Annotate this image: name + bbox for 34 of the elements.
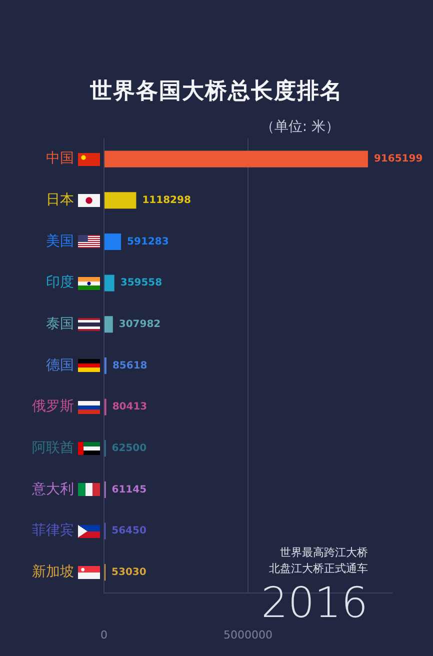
x-tick-label: 0 [100,628,108,642]
data-label: 591283 [127,236,169,248]
data-label: 85618 [112,360,148,372]
data-label: 61145 [112,484,147,496]
annotation: 世界最高跨江大桥 [280,546,368,560]
y-tick-label: 阿联酋 [32,440,74,456]
bar [104,233,122,250]
annotation: 北盘江大桥正式通车 [269,562,368,576]
bar [104,192,136,209]
y-tick-label: 美国 [46,233,74,250]
y-tick-label: 印度 [46,274,74,291]
data-label: 53030 [112,566,146,578]
bar [104,274,114,292]
y-tick-label: 日本 [46,192,74,208]
y-tick-label: 泰国 [46,316,74,332]
chart-title: 世界各国大桥总长度排名 [89,78,344,106]
y-tick-label: 中国 [46,150,74,167]
x-tick-label: 5000000 [224,628,272,642]
chart-subtitle: （单位: 米） [259,118,341,136]
y-tick-label: 德国 [46,357,74,374]
data-label: 1118298 [142,194,191,206]
annotation: 2016 [261,578,368,627]
data-label: 56450 [112,526,146,537]
y-tick-label: 俄罗斯 [32,398,74,415]
y-tick-label: 意大利 [31,481,74,498]
data-label: 62500 [112,442,147,454]
data-label: 80413 [112,402,148,413]
y-tick-label: 新加坡 [32,564,74,580]
data-label: 307982 [118,318,161,330]
data-label: 9165199 [374,154,423,165]
bar [104,150,368,168]
data-label: 359558 [120,278,162,289]
y-tick-label: 菲律宾 [32,522,74,539]
bar [104,316,113,333]
